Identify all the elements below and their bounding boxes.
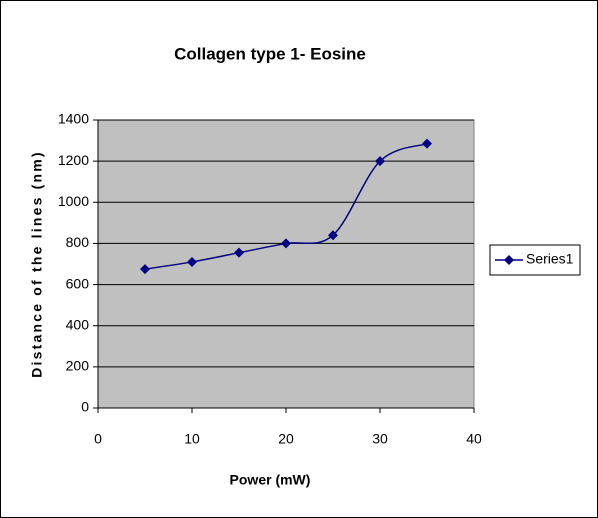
x-tick-label: 10 [184, 431, 200, 447]
y-tick-label: 800 [66, 234, 90, 250]
marker [422, 138, 432, 149]
marker [281, 238, 291, 249]
marker [375, 156, 385, 167]
y-tick-label: 400 [66, 316, 90, 332]
legend-marker [504, 255, 514, 265]
marker [187, 256, 197, 267]
y-tick-label: 0 [81, 399, 89, 415]
x-tick-label: 40 [466, 431, 482, 447]
legend-label: Series1 [526, 251, 574, 267]
chart-title: Collagen type 1- Eosine [174, 44, 366, 63]
y-axis-label: Distance of the lines (nm) [29, 150, 45, 378]
x-tick-label: 20 [278, 431, 294, 447]
x-tick-label: 30 [372, 431, 388, 447]
marker [328, 230, 338, 241]
y-tick-label: 600 [66, 275, 90, 291]
y-tick-label: 1000 [58, 193, 89, 209]
y-tick-label: 1200 [58, 152, 89, 168]
marker [140, 264, 150, 275]
x-tick-label: 0 [94, 431, 102, 447]
y-tick-label: 200 [66, 358, 90, 374]
y-tick-label: 1400 [58, 111, 89, 127]
x-axis-label: Power (mW) [230, 472, 311, 488]
marker [234, 247, 244, 258]
plot-area [97, 119, 475, 409]
